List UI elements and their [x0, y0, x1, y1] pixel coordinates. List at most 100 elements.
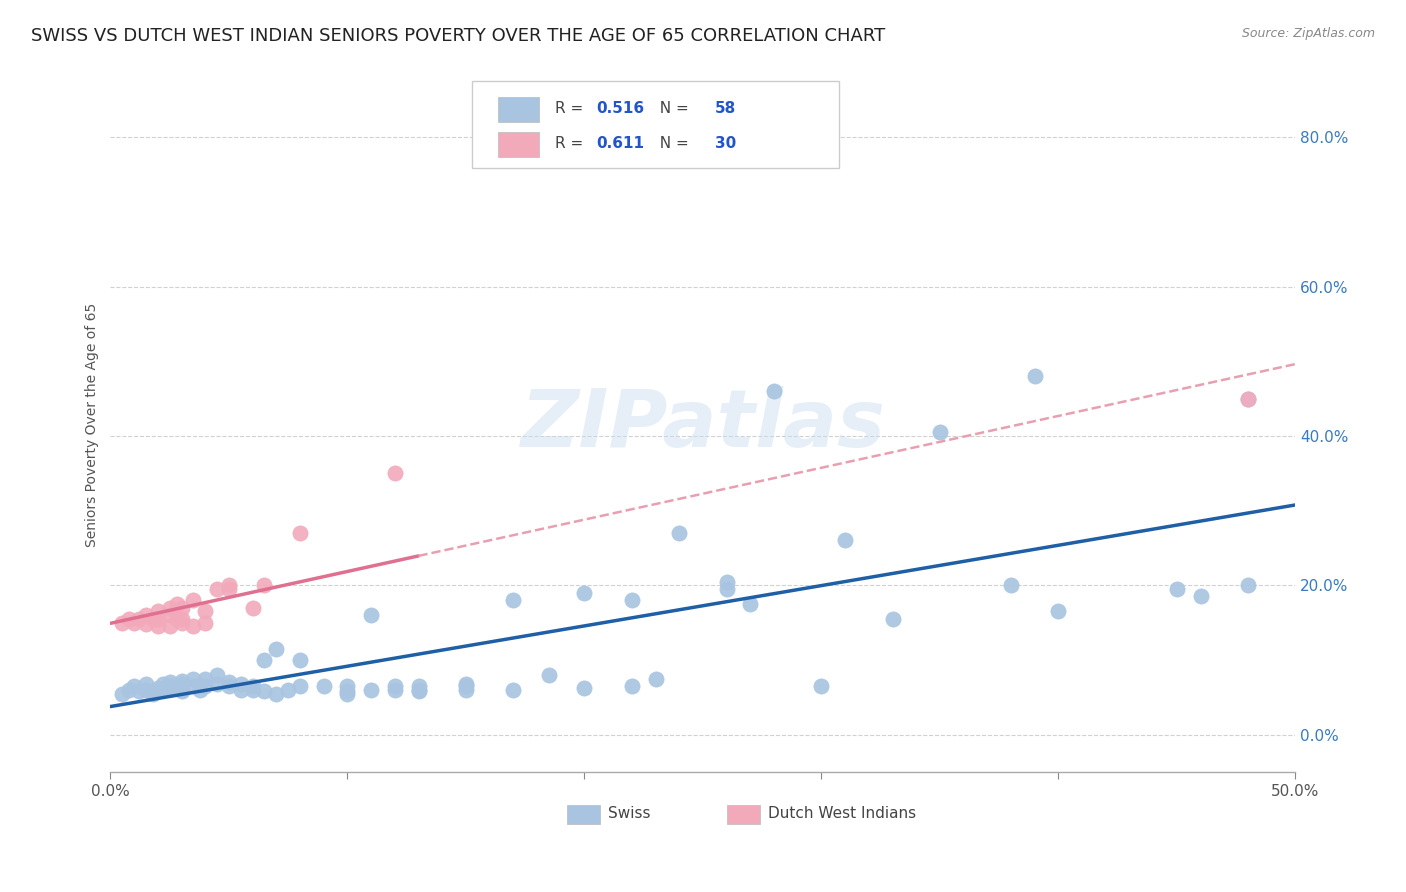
Text: 58: 58 [714, 101, 735, 116]
Text: SWISS VS DUTCH WEST INDIAN SENIORS POVERTY OVER THE AGE OF 65 CORRELATION CHART: SWISS VS DUTCH WEST INDIAN SENIORS POVER… [31, 27, 886, 45]
Point [122, 679, 145, 693]
Point [574, 586, 596, 600]
Point [170, 600, 193, 615]
Point [288, 679, 311, 693]
Point [146, 612, 169, 626]
Point [170, 612, 193, 626]
FancyBboxPatch shape [567, 805, 600, 824]
Point [205, 582, 228, 596]
Point [170, 673, 193, 688]
Point [668, 526, 690, 541]
Text: N =: N = [650, 136, 693, 151]
Point [384, 679, 406, 693]
Point [159, 619, 181, 633]
Point [118, 682, 141, 697]
Point [194, 615, 217, 630]
Point [135, 677, 157, 691]
Point [218, 679, 240, 693]
Point [242, 682, 264, 697]
Point [146, 604, 169, 618]
Point [1237, 392, 1260, 406]
Text: Dutch West Indians: Dutch West Indians [768, 806, 917, 822]
Point [360, 682, 382, 697]
Text: Source: ZipAtlas.com: Source: ZipAtlas.com [1241, 27, 1375, 40]
Point [170, 682, 193, 697]
Point [194, 679, 217, 693]
Point [122, 615, 145, 630]
Point [118, 612, 141, 626]
Point [229, 677, 252, 691]
Point [170, 684, 193, 698]
Point [170, 677, 193, 691]
Point [146, 681, 169, 696]
Point [288, 653, 311, 667]
Text: 0.516: 0.516 [596, 101, 644, 116]
Point [128, 612, 150, 626]
Point [384, 682, 406, 697]
Point [166, 597, 188, 611]
Point [135, 617, 157, 632]
Point [1237, 578, 1260, 592]
FancyBboxPatch shape [472, 81, 839, 168]
Point [1000, 578, 1022, 592]
FancyBboxPatch shape [498, 97, 540, 122]
Point [183, 593, 205, 607]
Point [142, 687, 165, 701]
Point [229, 682, 252, 697]
Point [882, 612, 904, 626]
Point [620, 679, 643, 693]
Point [810, 679, 832, 693]
Point [1237, 392, 1260, 406]
Point [336, 687, 359, 701]
Point [218, 582, 240, 596]
Text: N =: N = [650, 101, 693, 116]
Point [277, 682, 299, 697]
Point [312, 679, 335, 693]
Point [111, 615, 134, 630]
Point [288, 526, 311, 541]
Point [159, 600, 181, 615]
Point [159, 608, 181, 623]
Point [183, 619, 205, 633]
Text: Swiss: Swiss [609, 806, 651, 822]
Point [502, 682, 524, 697]
Point [408, 682, 430, 697]
Point [166, 612, 188, 626]
Point [834, 533, 856, 548]
Point [159, 675, 181, 690]
Point [1166, 582, 1188, 596]
FancyBboxPatch shape [727, 805, 759, 824]
Point [360, 608, 382, 623]
Point [218, 578, 240, 592]
Point [218, 675, 240, 690]
Point [128, 684, 150, 698]
Point [929, 425, 952, 439]
Text: 0.611: 0.611 [596, 136, 644, 151]
Point [146, 684, 169, 698]
Point [763, 384, 786, 398]
Point [1024, 369, 1046, 384]
Point [159, 681, 181, 696]
Point [135, 682, 157, 697]
Point [205, 677, 228, 691]
Point [170, 615, 193, 630]
Y-axis label: Seniors Poverty Over the Age of 65: Seniors Poverty Over the Age of 65 [86, 302, 100, 547]
Point [242, 679, 264, 693]
Point [716, 574, 738, 589]
Point [537, 668, 560, 682]
FancyBboxPatch shape [498, 132, 540, 157]
Point [454, 679, 477, 693]
Point [454, 682, 477, 697]
Point [644, 672, 666, 686]
Point [336, 684, 359, 698]
Point [242, 600, 264, 615]
Point [1189, 590, 1212, 604]
Point [454, 677, 477, 691]
Point [142, 612, 165, 626]
Text: 30: 30 [714, 136, 735, 151]
Point [336, 679, 359, 693]
Point [620, 593, 643, 607]
Point [194, 672, 217, 686]
Point [159, 679, 181, 693]
Point [205, 668, 228, 682]
